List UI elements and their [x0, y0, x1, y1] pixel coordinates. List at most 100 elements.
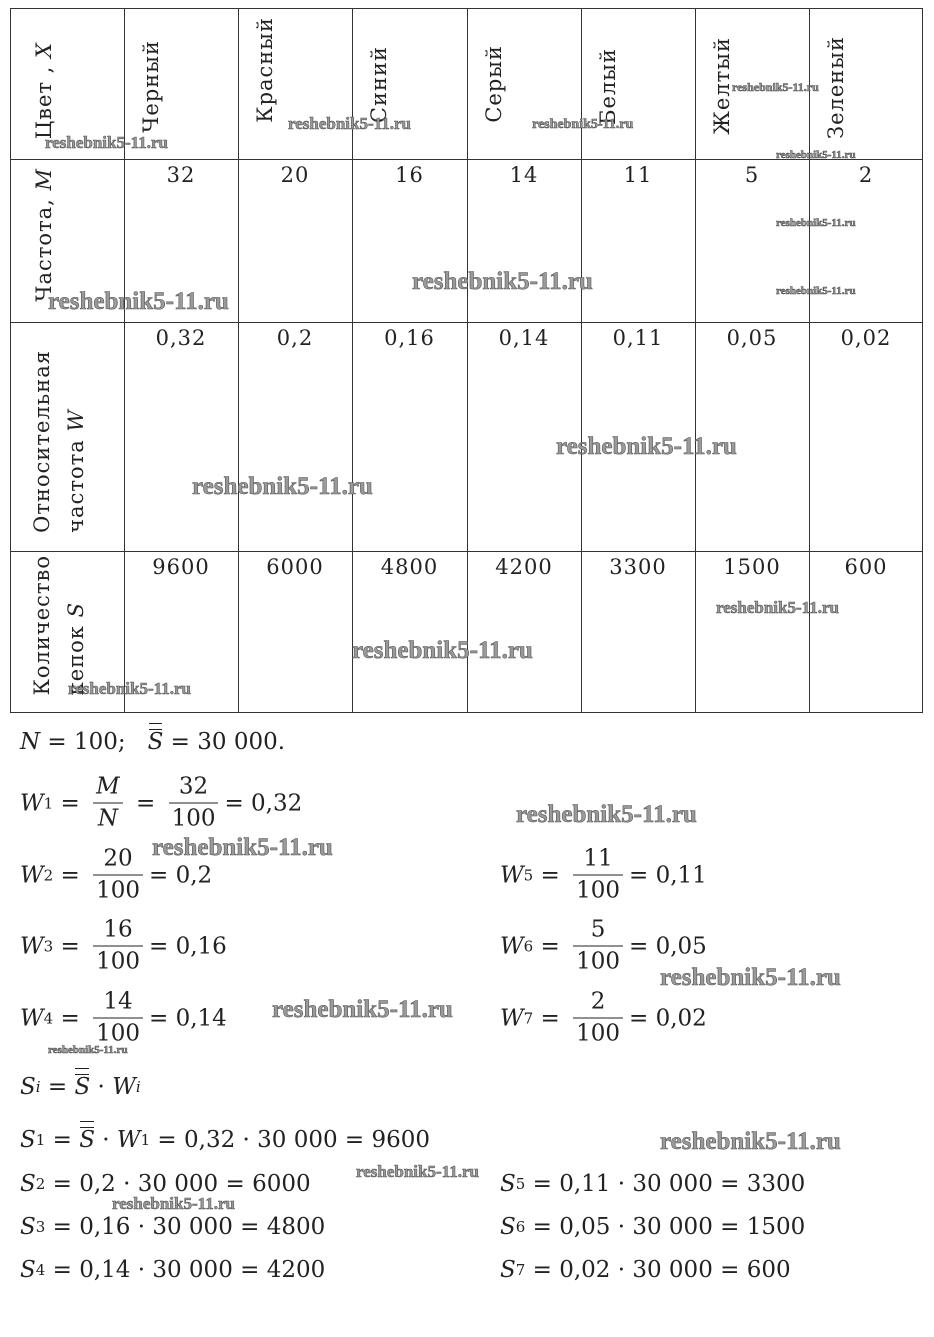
color-name: Зеленый	[824, 36, 848, 139]
frequency-value-cell: 5	[695, 159, 810, 323]
denominator: 100	[96, 1020, 140, 1047]
s-symbol: S	[20, 1171, 36, 1197]
frequency-value: 32	[166, 163, 196, 187]
s-subscript: 6	[515, 1218, 526, 1236]
s-subscript: 4	[35, 1261, 46, 1279]
n-value: = 100;	[40, 729, 148, 755]
denominator: 100	[171, 805, 216, 832]
watermark-text: reshebnik5-11.ru	[112, 1194, 236, 1214]
color-header-cell: Желтый	[695, 9, 810, 160]
fraction-bar	[573, 1017, 623, 1019]
fraction: 5 100	[573, 915, 623, 978]
watermark-text: reshebnik5-11.ru	[152, 834, 333, 862]
row-header-label: Цвет , X	[27, 42, 61, 139]
count-value-cell: 3300	[581, 551, 696, 713]
equals: =	[533, 1005, 568, 1031]
watermark-text: reshebnik5-11.ru	[556, 433, 737, 461]
row-header-label: Количество кепок S	[25, 555, 93, 695]
w-symbol: W	[20, 933, 44, 959]
frequency-value: 16	[395, 163, 424, 187]
numerator: 32	[178, 773, 209, 800]
count-value: 4200	[495, 555, 553, 579]
fraction-bar	[168, 802, 219, 804]
relative-frequency-value-cell: 0,16	[352, 322, 468, 552]
frequency-table: Цвет , X Частота, M Относительная частота W…	[10, 8, 923, 713]
w-subscript: 4	[43, 1009, 54, 1027]
watermark-text: reshebnik5-11.ru	[532, 117, 634, 133]
watermark-text: reshebnik5-11.ru	[660, 964, 841, 992]
frequency-value: 11	[623, 163, 653, 187]
denominator: 100	[576, 877, 620, 904]
count-value: 1500	[723, 555, 781, 579]
color-header-cell: Зеленый	[809, 9, 923, 160]
w-subscript: 6	[523, 937, 534, 955]
color-header-cell: Белый	[581, 9, 696, 160]
count-value-cell: 6000	[238, 551, 353, 713]
frequency-value: 2	[858, 163, 874, 187]
s-symbol: S	[20, 1214, 36, 1240]
fraction-bar	[93, 874, 143, 876]
s-value: = 30 000.	[163, 729, 286, 755]
row-header-label: Относительная частота W	[25, 350, 93, 533]
row-header-color: Цвет , X	[11, 9, 125, 160]
w-subscript: 2	[43, 866, 54, 884]
s-double-bar-symbol: S	[74, 1068, 91, 1100]
color-name: Серый	[482, 45, 506, 123]
watermark-text: reshebnik5-11.ru	[192, 473, 373, 501]
s-double-bar-symbol: S	[79, 1121, 95, 1153]
relative-frequency-value: 0,05	[726, 326, 778, 350]
relative-frequency-value: 0,16	[384, 326, 435, 350]
row-header-count: Количество кепок S	[11, 551, 125, 713]
count-value-cell: 1500	[695, 551, 810, 713]
denominator: 100	[96, 877, 140, 904]
s-subscript: 5	[515, 1175, 526, 1193]
numerator: 16	[103, 916, 133, 943]
denominator: 100	[96, 948, 140, 975]
row-header-relative-frequency-var: W	[64, 409, 88, 432]
equals: =	[45, 1127, 80, 1153]
s-symbol: S	[20, 1074, 36, 1100]
equals: =	[53, 1005, 88, 1031]
w-subscript: 3	[43, 937, 54, 955]
fraction: 32 100	[168, 772, 219, 835]
fraction: 2 100	[573, 987, 623, 1050]
watermark-text: reshebnik5-11.ru	[660, 1128, 841, 1156]
frequency-value: 5	[744, 163, 760, 187]
row-header-frequency: Частота, M	[11, 159, 125, 323]
watermark-text: reshebnik5-11.ru	[776, 217, 856, 230]
numerator: M	[96, 773, 120, 800]
equals: =	[53, 790, 88, 816]
w-result: = 0,05	[629, 933, 707, 959]
equals: =	[53, 933, 88, 959]
fraction: 20 100	[93, 844, 143, 907]
frequency-value-cell: 14	[467, 159, 582, 323]
numerator: 2	[590, 988, 606, 1015]
frequency-value-cell: 16	[352, 159, 468, 323]
row-header-relative-frequency-line1: Относительная	[30, 350, 54, 533]
watermark-text: reshebnik5-11.ru	[716, 598, 840, 618]
fraction: 11 100	[573, 844, 623, 907]
watermark-text: reshebnik5-11.ru	[776, 285, 856, 298]
w-result: = 0,16	[149, 933, 227, 959]
watermark-text: reshebnik5-11.ru	[45, 133, 169, 153]
w-result: = 0,14	[149, 1005, 227, 1031]
denominator: 100	[576, 948, 620, 975]
row-header-label: Частота, M	[27, 168, 61, 302]
count-value: 9600	[152, 555, 210, 579]
s-subscript: 7	[515, 1261, 526, 1279]
color-name: Черный	[139, 40, 163, 133]
fraction-bar	[93, 802, 123, 804]
w-subscript: 1	[140, 1131, 151, 1149]
row-header-count-var: S	[64, 601, 88, 617]
given-values: N = 100; S = 30 000.	[20, 723, 286, 755]
watermark-text: reshebnik5-11.ru	[352, 637, 533, 665]
fraction-bar	[573, 945, 623, 947]
